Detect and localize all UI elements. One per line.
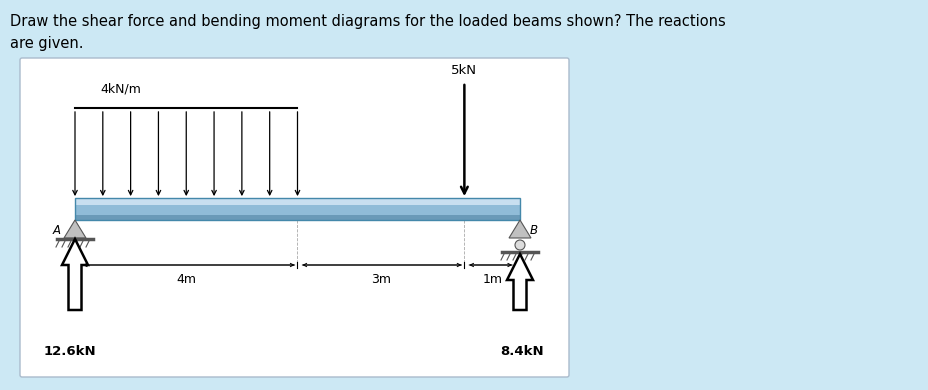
- Bar: [75, 215, 520, 220]
- Bar: [75, 198, 520, 205]
- Text: 5kN: 5kN: [451, 64, 477, 77]
- Text: 1m: 1m: [482, 273, 502, 286]
- Text: 3m: 3m: [370, 273, 391, 286]
- Bar: [75, 205, 520, 214]
- Polygon shape: [62, 239, 88, 310]
- FancyBboxPatch shape: [20, 58, 568, 377]
- Text: 4kN/m: 4kN/m: [100, 83, 141, 96]
- Polygon shape: [507, 254, 533, 310]
- Text: 4m: 4m: [176, 273, 196, 286]
- Text: A: A: [53, 224, 61, 237]
- Polygon shape: [64, 220, 86, 238]
- Bar: [75, 198, 520, 220]
- Text: Draw the shear force and bending moment diagrams for the loaded beams shown? The: Draw the shear force and bending moment …: [10, 14, 725, 51]
- Polygon shape: [509, 220, 531, 238]
- Circle shape: [514, 240, 524, 250]
- Text: 8.4kN: 8.4kN: [499, 345, 543, 358]
- Text: 12.6kN: 12.6kN: [44, 345, 97, 358]
- Text: B: B: [530, 224, 537, 237]
